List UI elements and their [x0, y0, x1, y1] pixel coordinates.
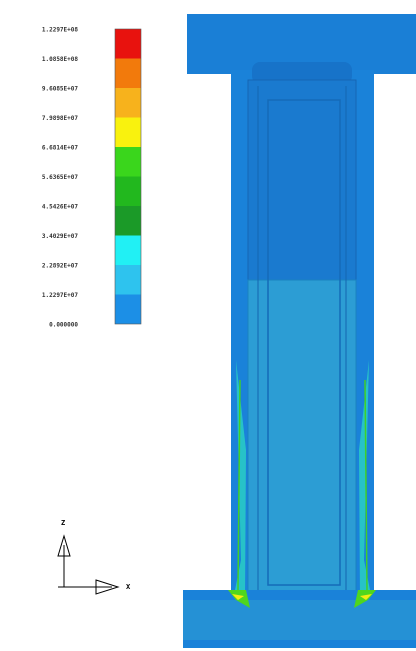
legend-band — [115, 206, 141, 236]
legend-label: 4.5426E+07 — [42, 204, 79, 211]
legend-band — [115, 59, 141, 89]
legend-label: 1.2297E+08 — [42, 27, 79, 34]
axis-label-x: X — [126, 583, 131, 591]
legend-band — [115, 295, 141, 325]
legend-band — [115, 147, 141, 177]
legend-label: 2.2892E+07 — [42, 263, 79, 270]
legend-band — [115, 29, 141, 59]
legend-label: 1.0858E+08 — [42, 56, 79, 63]
legend-band — [115, 265, 141, 295]
legend-label: 1.2297E+07 — [42, 292, 79, 299]
legend-label: 3.4029E+07 — [42, 233, 79, 240]
legend-band — [115, 236, 141, 266]
flange-shade — [183, 600, 416, 640]
legend-label: 5.6365E+07 — [42, 174, 79, 181]
legend-band — [115, 88, 141, 118]
legend-label: 0.000000 — [49, 322, 78, 329]
axis-label-z: Z — [61, 519, 65, 527]
viewport: 1.2297E+08 1.0858E+08 9.6085E+07 7.9898E+07… — [0, 0, 416, 651]
legend-label: 9.6085E+07 — [42, 86, 79, 93]
legend — [115, 29, 141, 324]
legend-band — [115, 177, 141, 207]
model — [183, 14, 416, 648]
legend-label: 6.6814E+07 — [42, 145, 79, 152]
page: {"legend": {"labels": ["1.2297E+08", "1.… — [0, 0, 416, 651]
triad: Z X — [58, 519, 131, 594]
legend-label: 7.9898E+07 — [42, 115, 79, 122]
legend-band — [115, 118, 141, 148]
legend-labels: 1.2297E+08 1.0858E+08 9.6085E+07 7.9898E+07… — [42, 27, 79, 329]
